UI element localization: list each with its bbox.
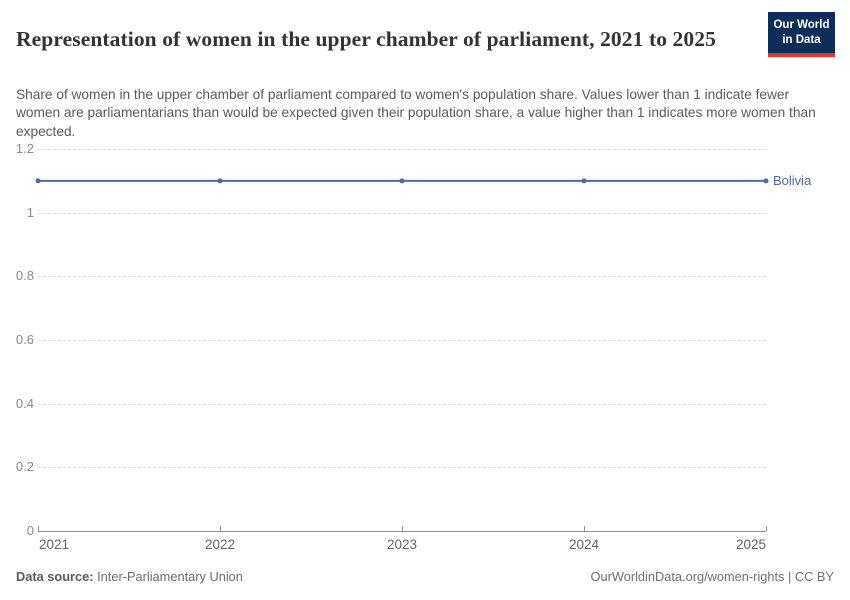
y-axis-tick-label: 0.8 [15, 268, 34, 284]
owid-logo: Our World in Data [768, 12, 835, 57]
gridline [38, 212, 766, 214]
y-axis-tick-label: 1.2 [15, 141, 34, 156]
data-point-marker[interactable] [763, 178, 769, 184]
x-axis-tick-label: 2022 [204, 537, 236, 552]
x-axis-tick-mark [584, 526, 585, 531]
x-axis-tick-mark [38, 526, 39, 531]
x-axis-tick-mark [220, 526, 221, 531]
y-axis-tick-label: 1 [26, 204, 34, 220]
data-point-marker[interactable] [217, 178, 223, 184]
owid-logo-text-line1: Our World [773, 19, 830, 31]
x-axis-line [38, 531, 766, 532]
x-axis-tick-label: 2021 [39, 537, 70, 552]
gridline [38, 403, 766, 405]
gridline [38, 340, 766, 341]
x-axis-tick-label: 2023 [386, 537, 418, 552]
x-axis-tick-mark [402, 526, 403, 531]
owid-logo-text-line2: in Data [782, 33, 821, 46]
y-axis-tick-label: 0.4 [15, 395, 34, 411]
y-axis-tick-label: 0.6 [15, 332, 34, 347]
y-axis-tick-label: 0 [26, 523, 34, 538]
x-axis-tick-mark [766, 526, 767, 531]
page-title: Representation of women in the upper cha… [16, 27, 716, 52]
data-source-label: Data source: [16, 569, 94, 584]
data-point-marker[interactable] [35, 178, 41, 184]
gridline [38, 467, 766, 469]
chart-subtitle: Share of women in the upper chamber of p… [16, 86, 816, 139]
data-source-value[interactable]: Inter-Parliamentary Union [97, 569, 243, 584]
x-axis-tick-label: 2024 [568, 537, 600, 552]
y-axis-tick-label: 0.2 [15, 459, 34, 475]
series-label-bolivia[interactable]: Bolivia [773, 172, 812, 188]
x-axis-tick-label: 2025 [735, 537, 766, 552]
chart-footer: Data source: Inter-Parliamentary Union O… [16, 568, 834, 585]
data-point-marker[interactable] [399, 178, 405, 184]
gridline [38, 149, 766, 150]
license-link[interactable]: OurWorldinData.org/women-rights | CC BY [590, 569, 834, 584]
data-source-note[interactable]: Data source: Inter-Parliamentary Union [16, 568, 243, 585]
gridline [38, 276, 766, 278]
data-point-marker[interactable] [581, 178, 587, 184]
